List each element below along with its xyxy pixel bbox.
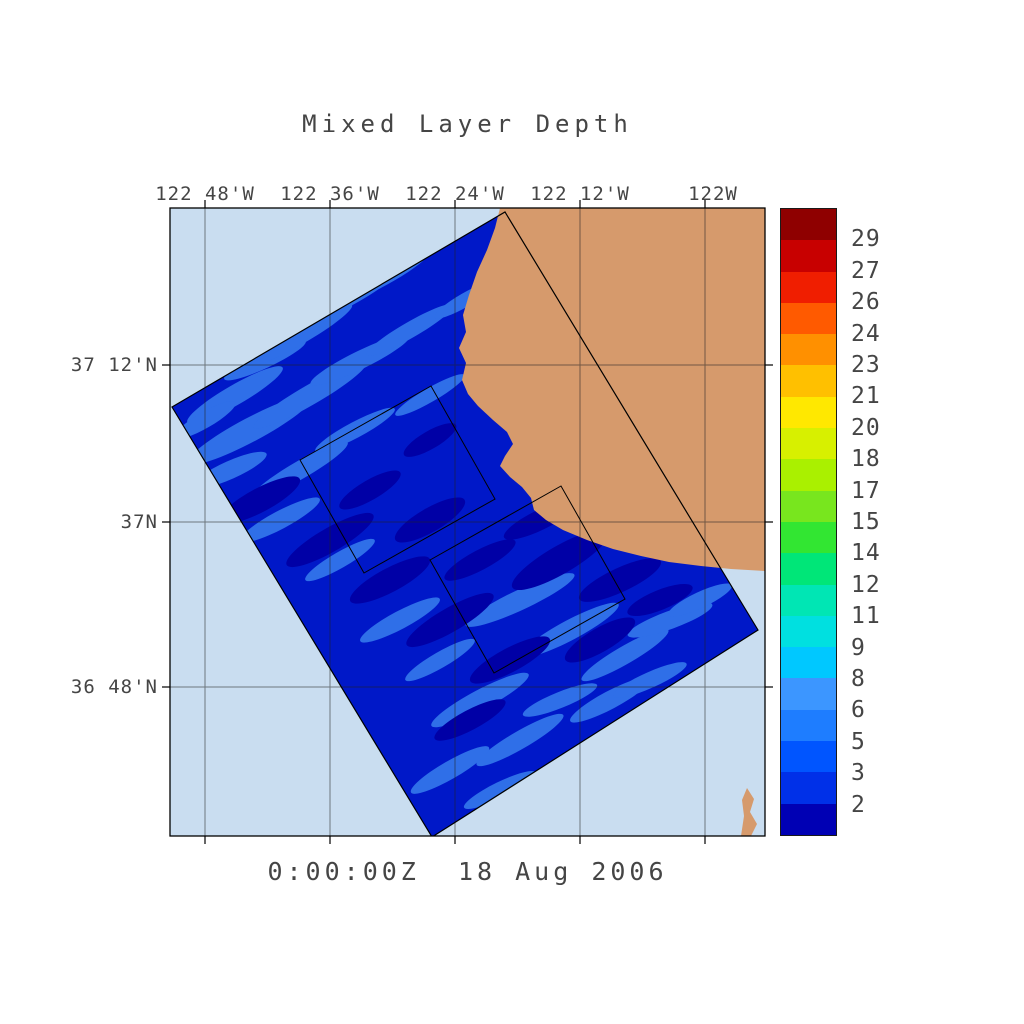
x-axis-tick-label: 122 36'W [280,183,380,205]
land-sliver [741,788,757,836]
mld-streak [247,304,353,366]
mld-streak [405,638,475,682]
colorbar-segment [781,209,836,241]
mld-streak [613,662,687,698]
mld-streak [366,304,454,356]
colorbar-tick-label: 8 [851,666,866,692]
mld-dark-patch [444,539,516,581]
colorbar-tick-label: 11 [851,603,881,630]
colorbar-segment [781,772,836,804]
colorbar-segment [781,615,836,648]
colorbar-tick-label: 14 [851,540,881,567]
mld-dark-patch [406,592,494,648]
mld-streak [463,771,537,809]
mld-streak [668,583,732,617]
colorbar-segment [781,365,836,397]
colorbar-tick-label: 18 [851,446,881,473]
mld-streak [581,628,669,682]
model-domain-outline [171,211,759,836]
colorbar-tick-label: 17 [851,477,881,504]
y-axis-tick-label: 37 12'N [70,354,158,376]
colorbar-segment [781,459,836,491]
colorbar-segment [781,490,836,522]
colorbar-labels: 29 27 26 24 23 21 20 18 17 15 14 12 11 9 8 6 5 3 2 [851,208,921,836]
colorbar-segment [781,396,836,429]
mld-streak [431,672,529,728]
mld-dark-patch [469,636,551,684]
mld-streak [395,374,465,416]
colorbar-segment [781,271,836,303]
colorbar-segment [781,240,836,272]
x-axis-tick-label: 122 12'W [530,183,630,205]
timestamp-label: 0:00:00Z 18 Aug 2006 [267,857,668,886]
colorbar-tick-label: 3 [851,760,866,787]
mld-streak [476,713,564,767]
plot-frame [169,207,766,837]
mld-dark-patch [339,470,401,510]
colorbar-tick-label: 12 [851,571,881,598]
colorbar-segment [781,553,836,585]
colorbar-tick-label: 2 [851,791,866,818]
mld-streak [465,573,575,627]
x-axis-tick-label: 122W [688,183,738,205]
colorbar-tick-label: 6 [851,697,866,724]
colorbar-segment [781,709,836,742]
colorbar [780,208,837,836]
colorbar-tick-label: 21 [851,383,881,410]
colorbar-segment [781,302,836,335]
mld-streak [522,683,598,717]
subdomain-1-outline [299,385,496,574]
mld-dark-patch [578,558,662,602]
figure-title: Mixed Layer Depth [302,110,633,138]
colorbar-segment [781,334,836,366]
mld-dark-patch [403,423,457,457]
mld-dark-patch [511,529,609,591]
mld-dark-patch [219,476,301,524]
colorbar-segment [781,521,836,554]
colorbar-segment [781,741,836,773]
colorbar-tick-label: 24 [851,320,881,347]
colorbar-tick-label: 29 [851,226,881,253]
colorbar-tick-label: 9 [851,634,866,661]
mld-dark-patch [627,583,693,617]
model-domain-fill [172,212,758,836]
mld-dark-patch [434,699,506,741]
y-axis-tick-label: 36 48'N [70,676,158,698]
axis-ticks [162,200,773,844]
colorbar-tick-label: 20 [851,414,881,441]
colorbar-tick-label: 15 [851,509,881,535]
colorbar-segment [781,428,836,460]
x-axis-tick-label: 122 24'W [405,183,505,205]
colorbar-tick-label: 5 [851,728,866,755]
colorbar-segment [781,803,836,835]
colorbar-segment [781,678,836,710]
colorbar-segment [781,584,836,616]
mld-streak [305,538,375,582]
mld-streak [315,407,395,453]
colorbar-segment [781,647,836,679]
mld-dark-patch [564,617,636,663]
mld-dark-patch [349,556,431,604]
subdomain-2-outline [429,485,626,674]
colorbar-tick-label: 26 [851,289,881,316]
y-axis-tick-label: 37N [120,511,158,533]
x-axis-tick-label: 122 48'W [155,183,255,205]
mld-streak [240,497,320,543]
mld-dark-patch [394,497,466,543]
colorbar-tick-label: 23 [851,352,881,378]
colorbar-tick-label: 27 [851,257,881,284]
mld-streak [360,597,440,643]
mld-streak [410,746,490,794]
